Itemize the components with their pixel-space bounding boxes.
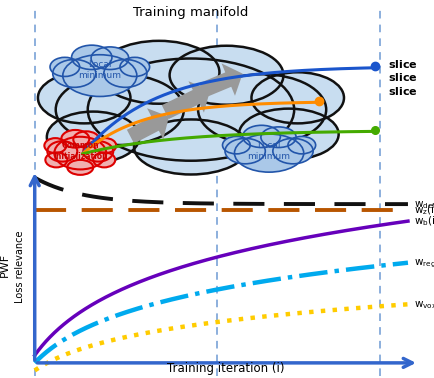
Ellipse shape [72,45,112,70]
Ellipse shape [261,127,296,147]
Ellipse shape [93,152,115,167]
Ellipse shape [234,134,304,172]
Text: Common
Initialization: Common Initialization [53,141,108,161]
Ellipse shape [47,141,77,162]
Text: Local
minimum: Local minimum [78,60,122,80]
Ellipse shape [223,136,250,154]
Ellipse shape [38,72,131,123]
Text: w$_{\rm z}$(i): w$_{\rm z}$(i) [414,203,434,217]
Text: PWF: PWF [0,253,10,277]
Ellipse shape [63,55,137,96]
Ellipse shape [47,112,139,163]
Ellipse shape [67,160,93,175]
Text: $\bf{slice}$: $\bf{slice}$ [388,71,418,84]
Ellipse shape [73,131,99,148]
Ellipse shape [50,57,80,76]
Ellipse shape [104,59,147,87]
Text: Training iteration (i): Training iteration (i) [167,362,284,375]
Text: Loss relevance: Loss relevance [14,230,25,303]
Ellipse shape [198,74,326,145]
Ellipse shape [120,57,150,76]
Ellipse shape [243,125,280,147]
Ellipse shape [91,47,129,70]
Ellipse shape [225,138,265,164]
Ellipse shape [45,152,67,167]
Ellipse shape [134,119,248,175]
Ellipse shape [94,138,116,153]
Text: w$_{\rm b}$(i): w$_{\rm b}$(i) [414,214,434,228]
Ellipse shape [273,138,313,164]
Ellipse shape [83,141,113,162]
Text: $\bf{slice}$: $\bf{slice}$ [388,58,418,70]
Ellipse shape [251,72,344,123]
Ellipse shape [99,41,220,104]
Ellipse shape [288,136,316,154]
Ellipse shape [56,74,184,145]
Ellipse shape [53,59,96,87]
Ellipse shape [61,130,89,148]
Text: w$_{\rm vox}$(i): w$_{\rm vox}$(i) [414,297,434,311]
Text: Local
minimum: Local minimum [247,141,291,161]
Text: w$_{\rm reg}$(i): w$_{\rm reg}$(i) [414,256,434,270]
Text: $\bf{slice}$: $\bf{slice}$ [388,85,418,97]
Ellipse shape [54,137,106,169]
Ellipse shape [44,138,66,153]
Ellipse shape [88,59,294,161]
Ellipse shape [239,108,339,160]
Text: w$_{\rm def}$(i): w$_{\rm def}$(i) [414,197,434,211]
Ellipse shape [170,46,283,105]
Text: Training manifold: Training manifold [133,6,249,19]
